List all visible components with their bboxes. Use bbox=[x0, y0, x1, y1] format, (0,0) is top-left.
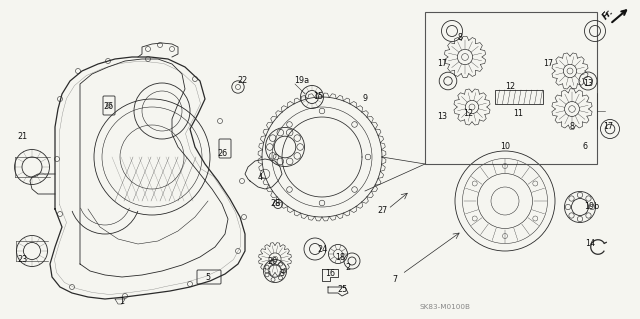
Text: 18: 18 bbox=[335, 253, 345, 262]
Text: 21: 21 bbox=[17, 132, 27, 142]
Text: Fr.: Fr. bbox=[601, 7, 615, 21]
Text: 2: 2 bbox=[346, 263, 351, 271]
Text: 28: 28 bbox=[270, 199, 280, 209]
Text: 16: 16 bbox=[325, 270, 335, 278]
Text: 10: 10 bbox=[500, 143, 510, 152]
Text: 4: 4 bbox=[257, 173, 262, 182]
Text: 23: 23 bbox=[17, 255, 27, 263]
Text: 13: 13 bbox=[583, 79, 593, 88]
Bar bbox=[425, 12, 597, 164]
Text: 1: 1 bbox=[120, 296, 125, 306]
Text: 26: 26 bbox=[103, 102, 113, 112]
Text: 6: 6 bbox=[582, 143, 588, 152]
Text: 5: 5 bbox=[205, 272, 211, 281]
Text: 12: 12 bbox=[463, 109, 473, 118]
Text: 14: 14 bbox=[585, 240, 595, 249]
Text: 26: 26 bbox=[217, 150, 227, 159]
Text: 7: 7 bbox=[392, 275, 397, 284]
Text: 17: 17 bbox=[543, 60, 553, 69]
Text: 24: 24 bbox=[317, 244, 327, 254]
Text: 17: 17 bbox=[437, 60, 447, 69]
Text: 19b: 19b bbox=[584, 203, 600, 211]
Text: 27: 27 bbox=[377, 206, 387, 216]
Text: 19a: 19a bbox=[294, 77, 310, 85]
Text: 12: 12 bbox=[505, 83, 515, 92]
Text: 8: 8 bbox=[458, 33, 463, 41]
Text: 22: 22 bbox=[237, 77, 247, 85]
Text: 13: 13 bbox=[437, 113, 447, 122]
Text: 15: 15 bbox=[313, 93, 323, 101]
Text: 11: 11 bbox=[513, 109, 523, 118]
Text: 20: 20 bbox=[267, 256, 277, 265]
Text: 17: 17 bbox=[603, 122, 613, 131]
Text: 8: 8 bbox=[570, 122, 575, 131]
Text: 9: 9 bbox=[362, 94, 367, 103]
Text: SK83-M0100B: SK83-M0100B bbox=[419, 304, 470, 310]
Text: 25: 25 bbox=[337, 285, 347, 293]
Text: 3: 3 bbox=[280, 270, 285, 278]
